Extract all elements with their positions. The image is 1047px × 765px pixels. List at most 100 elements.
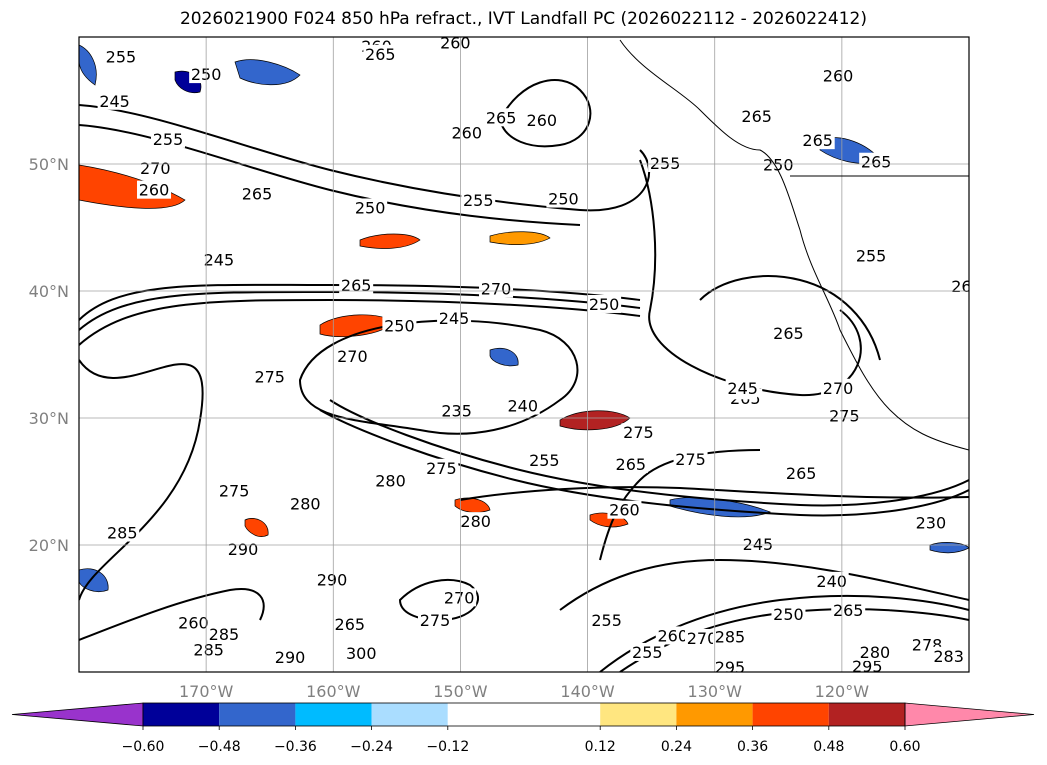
colorbar-tick-label: 0.36 xyxy=(737,739,768,755)
contour-line xyxy=(639,159,862,397)
contour-label: 300 xyxy=(346,644,377,663)
contour-line xyxy=(79,290,641,331)
colorbar-frame xyxy=(142,702,906,727)
contour-label-bg xyxy=(206,625,241,644)
shade-patch xyxy=(489,348,519,367)
contour-label: 275 xyxy=(426,459,457,478)
contour-label: 250 xyxy=(763,155,794,174)
contour-label-bg xyxy=(191,640,226,659)
contour-label-bg xyxy=(546,189,581,208)
contour-label-bg xyxy=(315,570,350,589)
contour-label: 245 xyxy=(727,379,758,398)
contour-line xyxy=(79,283,641,321)
contour-line xyxy=(79,298,641,346)
contour-label: 255 xyxy=(650,154,681,173)
contour-label: 260 xyxy=(452,124,483,143)
lat-tick-label: 50°N xyxy=(29,155,69,174)
contour-label-bg xyxy=(821,66,856,85)
contour-label-bg xyxy=(479,279,514,298)
contour-label-bg xyxy=(137,180,172,199)
contour-label: 250 xyxy=(548,190,579,209)
contour-label: 270 xyxy=(140,159,171,178)
colorbar-tick-label: −0.36 xyxy=(274,739,317,755)
contour-label: 265 xyxy=(616,455,647,474)
contour-label: 265 xyxy=(786,464,817,483)
contour-label: 265 xyxy=(365,45,396,64)
contour-label-bg xyxy=(831,601,866,620)
contour-line xyxy=(398,579,480,622)
contour-line xyxy=(699,275,881,361)
contour-label-bg xyxy=(105,523,140,542)
lon-tick-label: 140°W xyxy=(560,682,615,701)
contour-label-bg xyxy=(363,44,398,63)
coastline xyxy=(619,39,969,451)
contour-label: 290 xyxy=(228,540,259,559)
contour-label-bg xyxy=(913,513,948,532)
contour-label: 270 xyxy=(481,280,512,299)
lon-tick-label: 150°W xyxy=(433,682,488,701)
contour-label-bg xyxy=(335,347,370,366)
longitude-axis: 170°W 160°W 150°W 140°W 130°W 120°W xyxy=(179,682,869,701)
colorbar-tick-label: 0.48 xyxy=(813,739,844,755)
contour-label: 275 xyxy=(219,482,250,501)
contour-label: 285 xyxy=(209,625,240,644)
contour-label: 265 xyxy=(861,153,892,172)
contour-label-bg xyxy=(458,512,493,531)
contour-label: 270 xyxy=(687,629,718,648)
contour-label: 285 xyxy=(193,640,224,659)
contour-label-bg xyxy=(771,604,806,623)
chart-title: 2026021900 F024 850 hPa refract., IVT La… xyxy=(179,9,867,29)
contour-label-bg xyxy=(527,451,562,470)
contour-line xyxy=(459,486,969,501)
latitude-axis: 50°N 40°N 30°N 20°N xyxy=(29,155,69,555)
contour-label-bg xyxy=(382,316,417,335)
shade-patch xyxy=(359,233,421,249)
contour-line xyxy=(498,79,592,148)
colorbar-extend-high xyxy=(904,702,1035,727)
colorbar-segment xyxy=(219,703,296,726)
contour-label: 260 xyxy=(823,66,854,85)
contour-label-bg xyxy=(442,588,477,607)
colorbar-segment xyxy=(828,703,905,726)
contour-label-bg xyxy=(814,571,849,590)
contour-label-bg xyxy=(685,628,719,647)
contour-label-bg xyxy=(505,396,540,415)
contour-label-bg xyxy=(725,378,760,397)
contour-labels: 2552502452552702602652452652502552502602… xyxy=(97,33,969,677)
colorbar-segment xyxy=(295,703,372,726)
contour-label: 255 xyxy=(106,47,137,66)
contour-label-bg xyxy=(151,129,185,148)
contour-label: 240 xyxy=(507,397,538,416)
contour-label-bg xyxy=(438,37,473,52)
colorbar-tick-label: −0.12 xyxy=(426,739,469,755)
contour-label: 245 xyxy=(99,92,130,111)
map-plot-area: 2552502452552702602652452652502552502602… xyxy=(79,33,969,677)
contour-label: 260 xyxy=(440,33,471,52)
contour-label: 270 xyxy=(444,588,475,607)
contour-label: 275 xyxy=(675,450,706,469)
contour-label-bg xyxy=(273,648,308,667)
contour-label: 270 xyxy=(823,379,854,398)
contour-label: 265 xyxy=(802,131,833,150)
refractivity-contour-layer xyxy=(79,79,969,672)
contour-label: 275 xyxy=(829,407,860,426)
colorbar-tick-label: −0.60 xyxy=(122,739,165,755)
contour-label: 255 xyxy=(591,611,622,630)
lon-tick-label: 120°W xyxy=(815,682,870,701)
contour-label-bg xyxy=(740,535,775,553)
contour-label-bg xyxy=(226,540,261,559)
lon-tick-label: 160°W xyxy=(306,682,361,701)
contour-label-bg xyxy=(827,406,862,425)
contour-label-bg xyxy=(712,627,747,646)
contour-label: 295 xyxy=(715,658,746,677)
contour-label: 290 xyxy=(317,571,348,590)
contour-label-bg xyxy=(859,152,894,171)
plot-frame xyxy=(78,36,970,673)
contour-label-bg xyxy=(252,367,287,386)
contour-label-bg xyxy=(344,644,379,663)
colorbar-segment xyxy=(447,703,601,726)
contour-label: 265 xyxy=(242,184,273,203)
contour-label-bg xyxy=(201,250,236,269)
contour-label-bg xyxy=(607,500,642,519)
colorbar-segment xyxy=(371,703,448,726)
